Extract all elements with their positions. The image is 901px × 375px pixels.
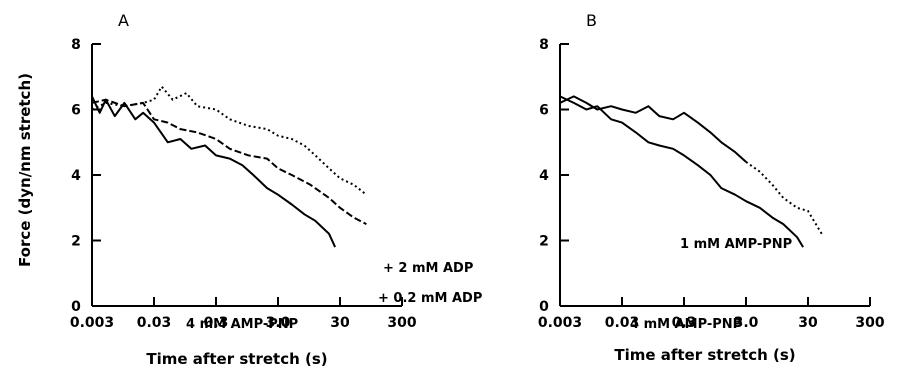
y-tick-label: 8 bbox=[71, 37, 81, 53]
x-tick-label: 0.003 bbox=[70, 315, 114, 331]
panel-b: B 0.003 0.03 0.3 3.0 30 300 0 2 4 6 8 Time after str… bbox=[538, 11, 885, 364]
series-label-1-mm-amp-pnp: 1 mM AMP-PNP bbox=[680, 237, 792, 252]
x-tick-label: 3.0 bbox=[734, 315, 759, 331]
y-tick-label: 6 bbox=[71, 103, 81, 119]
x-axis-label: Time after stretch (s) bbox=[614, 346, 795, 364]
y-tick-label: 0 bbox=[539, 299, 549, 315]
series-line-0-2-mm-adp bbox=[91, 98, 367, 225]
x-tick-label: 0.3 bbox=[672, 315, 697, 331]
series-label-2-mm-adp: + 2 mM ADP bbox=[383, 261, 473, 276]
y-tick-label: 6 bbox=[539, 103, 549, 119]
x-tick-label: 30 bbox=[330, 315, 350, 331]
series-line-4-mm-amp-pnp bbox=[91, 95, 337, 248]
x-tick-label: 300 bbox=[387, 315, 416, 331]
x-tick-label: 0.3 bbox=[204, 315, 229, 331]
x-axis-label: Time after stretch (s) bbox=[146, 350, 327, 368]
series-line-1-mm-amp-pnp bbox=[745, 161, 823, 235]
x-tick-label: 0.03 bbox=[137, 315, 172, 331]
y-tick-label: 2 bbox=[539, 234, 549, 250]
y-tick-label: 4 bbox=[71, 168, 81, 184]
series-label-0-2-mm-adp: + 0.2 mM ADP bbox=[378, 291, 482, 306]
series-line-2-mm-adp bbox=[91, 85, 368, 196]
panel-letter-b: B bbox=[586, 11, 597, 30]
series-line-1-mm-amp-pnp bbox=[559, 95, 747, 163]
y-tick-label: 4 bbox=[539, 168, 549, 184]
x-tick-label: 300 bbox=[855, 315, 884, 331]
series-label-4-mm-amp-pnp: 4 mM AMP-PNP bbox=[186, 317, 298, 332]
y-tick-label: 8 bbox=[539, 37, 549, 53]
x-tick-label: 3.0 bbox=[266, 315, 291, 331]
series-line-4-mm-amp-pnp bbox=[559, 95, 804, 248]
x-tick-label: 30 bbox=[798, 315, 818, 331]
y-tick-label: 2 bbox=[71, 234, 81, 250]
y-axis-label: Force (dyn/nm stretch) bbox=[16, 73, 34, 267]
x-tick-label: 0.03 bbox=[605, 315, 640, 331]
x-tick-label: 0.003 bbox=[538, 315, 582, 331]
panel-a: A 0.003 0.03 0.3 3.0 30 300 0 2 4 6 8 Time after str… bbox=[70, 11, 483, 368]
panel-letter-a: A bbox=[118, 11, 129, 30]
y-tick-label: 0 bbox=[71, 299, 81, 315]
series-label-4-mm-amp-pnp: 4 mM AMP-PNP bbox=[630, 317, 742, 332]
